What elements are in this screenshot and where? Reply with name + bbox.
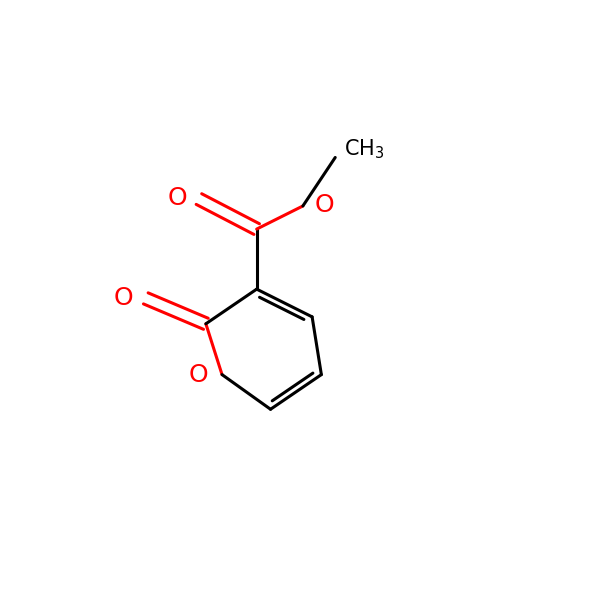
Text: O: O	[189, 362, 209, 386]
Text: O: O	[168, 186, 187, 210]
Text: O: O	[314, 193, 334, 217]
Text: CH$_3$: CH$_3$	[344, 137, 384, 161]
Text: O: O	[114, 286, 133, 310]
